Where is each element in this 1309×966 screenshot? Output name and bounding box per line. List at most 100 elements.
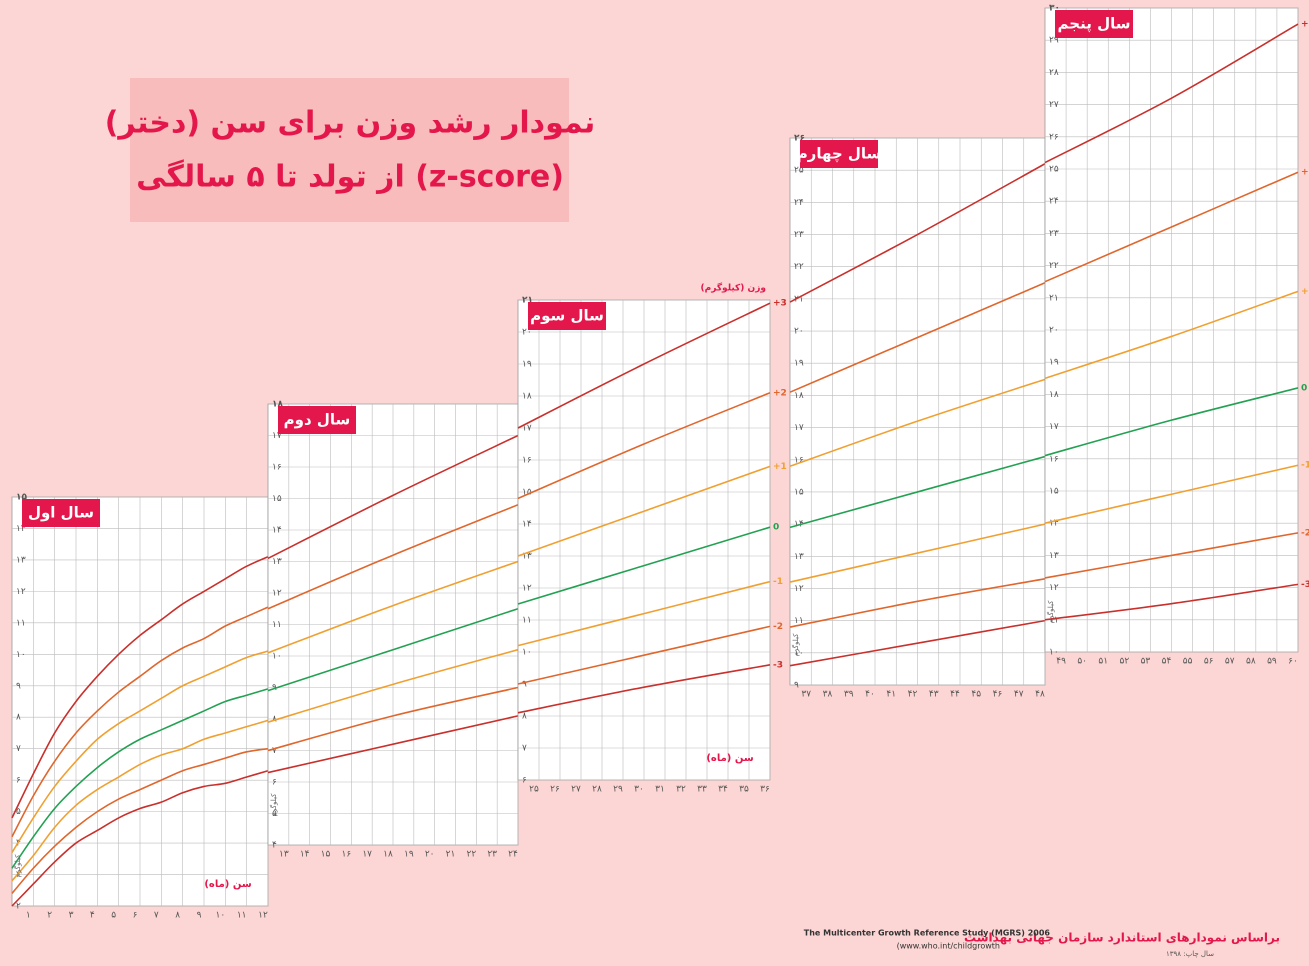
title-line: نمودار رشد وزن برای سن (دختر) (105, 106, 596, 141)
y-tick-label: ۲۹ (1049, 36, 1059, 46)
x-tick-label: ۳۰ (634, 785, 644, 795)
z-score-line (789, 619, 1046, 667)
z-score-line (789, 455, 1046, 529)
title-line: از تولد تا ۵ سالگی (z-score) (136, 159, 564, 195)
y-tick-label: ۱۱ (16, 618, 26, 628)
y-tick-label: ۲۴ (794, 198, 804, 208)
x-tick-label: ۲۴ (508, 850, 518, 860)
z-score-label: -2 (1301, 528, 1309, 538)
x-tick-label: ۴۹ (1056, 657, 1066, 667)
y-tick-label: ۲۴ (1049, 197, 1059, 207)
x-tick-label: ۳۳ (697, 785, 707, 795)
y-tick-label: ۲ (16, 902, 21, 912)
z-score-line (1044, 532, 1299, 579)
y-tick-label: ۱۳ (1049, 551, 1059, 561)
z-score-line (267, 434, 519, 560)
y-tick-label: ۲۰ (522, 328, 532, 338)
y-tick-label: ۲۱ (794, 294, 804, 304)
z-score-line (517, 580, 771, 647)
y-tick-label: ۱۷ (1049, 422, 1059, 432)
x-tick-label: ۵۵ (1183, 657, 1193, 667)
y-tick-label: ۲۵ (794, 166, 804, 176)
x-tick-label: ۱۱ (237, 911, 247, 921)
y-tick-label: ۶ (522, 776, 527, 786)
y-axis-label: کیلوگرم (791, 633, 800, 657)
y-tick-label: ۱۲ (272, 589, 282, 599)
y-axis-label: کیلوگرم (269, 793, 278, 817)
y-tick-label: ۱۱ (794, 616, 804, 626)
x-tick-label: ۵۱ (1098, 657, 1108, 667)
y-tick-label: ۱۷ (794, 423, 804, 433)
y-tick-label: ۱۵ (272, 494, 282, 504)
x-tick-label: ۳۱ (655, 785, 665, 795)
panel-title: سال پنجم (1058, 15, 1131, 34)
z-score-line (789, 163, 1046, 303)
y-tick-label: ۱۹ (794, 359, 804, 369)
x-tick-label: ۷ (154, 911, 159, 921)
y-tick-label: ۷ (272, 746, 277, 756)
y-tick-label: ۲۶ (1049, 132, 1059, 142)
y-tick-label: ۱۴ (272, 526, 282, 536)
y-tick-label: ۴ (16, 839, 21, 849)
x-tick-label: ۱ (26, 911, 31, 921)
y-tick-label: ۲۰ (794, 327, 804, 337)
y-tick-label: ۱۲ (522, 584, 532, 594)
y-tick-label: ۱۰ (794, 648, 804, 658)
y-tick-label: ۱۶ (794, 455, 804, 465)
x-tick-label: ۳۵ (739, 785, 749, 795)
y-axis-label: وزن (کیلوگرم) (701, 282, 766, 294)
x-tick-label: ۹ (197, 911, 202, 921)
y-tick-label: ۱۴ (522, 520, 532, 530)
y-tick-label: ۲۸ (1049, 68, 1059, 78)
panel-title: سال چهارم (797, 145, 882, 164)
x-tick-label: ۴۴ (950, 690, 960, 700)
y-tick-label: ۶ (16, 776, 21, 786)
y-tick-label: ۱۲ (794, 584, 804, 594)
y-tick-label: ۱۴ (16, 524, 26, 534)
y-tick-label: ۴ (272, 841, 277, 851)
x-tick-label: ۴۶ (993, 690, 1003, 700)
z-score-line (267, 686, 519, 752)
y-tick-label: ۱۶ (272, 463, 282, 473)
x-tick-label: ۲۱ (446, 850, 456, 860)
y-tick-label: ۷ (522, 744, 527, 754)
z-score-label: +1 (1301, 287, 1309, 297)
x-tick-label: ۶ (133, 911, 138, 921)
y-tick-label: ۲۳ (1049, 229, 1059, 239)
x-tick-label: ۴۱ (886, 690, 896, 700)
x-tick-label: ۵۲ (1119, 657, 1129, 667)
x-tick-label: ۳۶ (760, 785, 770, 795)
y-tick-label: ۹ (794, 681, 799, 691)
y-tick-label: ۱۱ (272, 620, 282, 630)
x-tick-label: ۵۴ (1162, 657, 1172, 667)
z-score-line (1044, 23, 1299, 164)
z-score-label: 0 (773, 523, 779, 533)
y-tick-label: ۱۷ (272, 431, 282, 441)
panel-title-box (1055, 10, 1133, 38)
y-tick-label: ۱۵ (794, 487, 804, 497)
y-tick-label: ۱۶ (522, 456, 532, 466)
z-score-label: +3 (1301, 20, 1309, 30)
panel-title: سال دوم (284, 411, 351, 429)
y-tick-label: ۹ (16, 681, 21, 691)
x-tick-label: ۲ (47, 911, 52, 921)
title-box (130, 78, 569, 222)
x-tick-label: ۳ (69, 911, 74, 921)
y-tick-label: ۲۵ (1049, 165, 1059, 175)
y-tick-label: ۵ (272, 809, 277, 819)
z-score-line (517, 302, 771, 429)
x-tick-label: ۲۳ (487, 850, 497, 860)
x-tick-label: ۳۹ (844, 690, 854, 700)
y-tick-label: ۱۵ (16, 493, 27, 503)
x-tick-label: ۴۲ (908, 690, 918, 700)
y-tick-label: ۱۸ (1049, 390, 1059, 400)
y-tick-label: ۲۱ (522, 296, 533, 306)
footer-study: The Multicenter Growth Reference Study (… (804, 929, 1051, 938)
y-tick-label: ۸ (16, 713, 21, 723)
x-tick-label: ۲۲ (466, 850, 476, 860)
z-score-line (789, 378, 1046, 467)
x-tick-label: ۳۸ (823, 690, 833, 700)
z-score-line (11, 606, 269, 838)
x-tick-label: ۱۹ (404, 850, 414, 860)
